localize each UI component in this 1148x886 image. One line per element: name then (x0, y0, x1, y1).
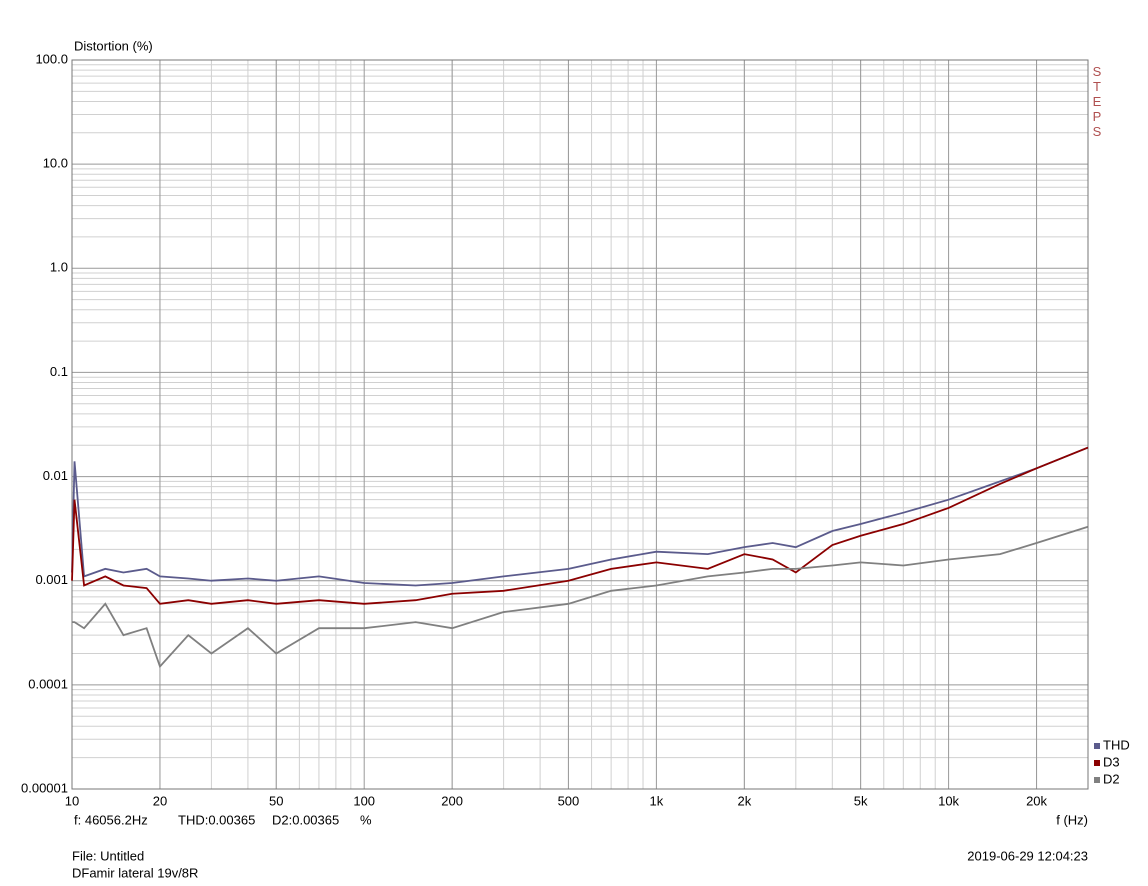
x-tick-label: 200 (441, 793, 463, 808)
x-tick-label: 20k (1026, 793, 1047, 808)
x-axis-label: f (Hz) (1056, 812, 1088, 827)
y-tick-label: 0.001 (35, 572, 68, 587)
side-label: STEPS (1090, 64, 1105, 139)
legend-swatch (1094, 777, 1100, 783)
x-tick-label: 5k (854, 793, 868, 808)
readout-thd: THD:0.00365 (178, 812, 255, 827)
readout-unit: % (360, 812, 372, 827)
series-line (71, 446, 1089, 605)
y-tick-label: 0.00001 (21, 780, 68, 795)
x-tick-label: 10k (938, 793, 959, 808)
x-tick-label: 20 (153, 793, 167, 808)
x-tick-label: 10 (65, 793, 79, 808)
y-tick-label: 0.1 (50, 364, 68, 379)
plot-frame (71, 59, 1089, 790)
y-tick-label: 100.0 (35, 51, 68, 66)
y-tick-label: 1.0 (50, 260, 68, 275)
footer-timestamp: 2019-06-29 12:04:23 (967, 848, 1088, 863)
footer-description: DFamir lateral 19v/8R (72, 865, 198, 880)
legend-swatch (1094, 760, 1100, 766)
legend-label: D2 (1103, 771, 1120, 786)
x-tick-label: 2k (737, 793, 751, 808)
readout-frequency: f: 46056.2Hz (74, 812, 148, 827)
y-tick-label: 10.0 (43, 156, 68, 171)
y-tick-label: 0.01 (43, 468, 68, 483)
x-tick-label: 500 (558, 793, 580, 808)
footer-file: File: Untitled (72, 848, 144, 863)
readout-d2: D2:0.00365 (272, 812, 339, 827)
legend-label: THD (1103, 737, 1130, 752)
x-tick-label: 50 (269, 793, 283, 808)
series-line (72, 525, 1089, 669)
x-tick-label: 1k (650, 793, 664, 808)
y-tick-label: 0.0001 (28, 676, 68, 691)
y-axis-label: Distortion (%) (74, 38, 153, 53)
legend-swatch (1094, 743, 1100, 749)
x-tick-label: 100 (353, 793, 375, 808)
series-line (71, 446, 1089, 587)
legend-label: D3 (1103, 754, 1120, 769)
